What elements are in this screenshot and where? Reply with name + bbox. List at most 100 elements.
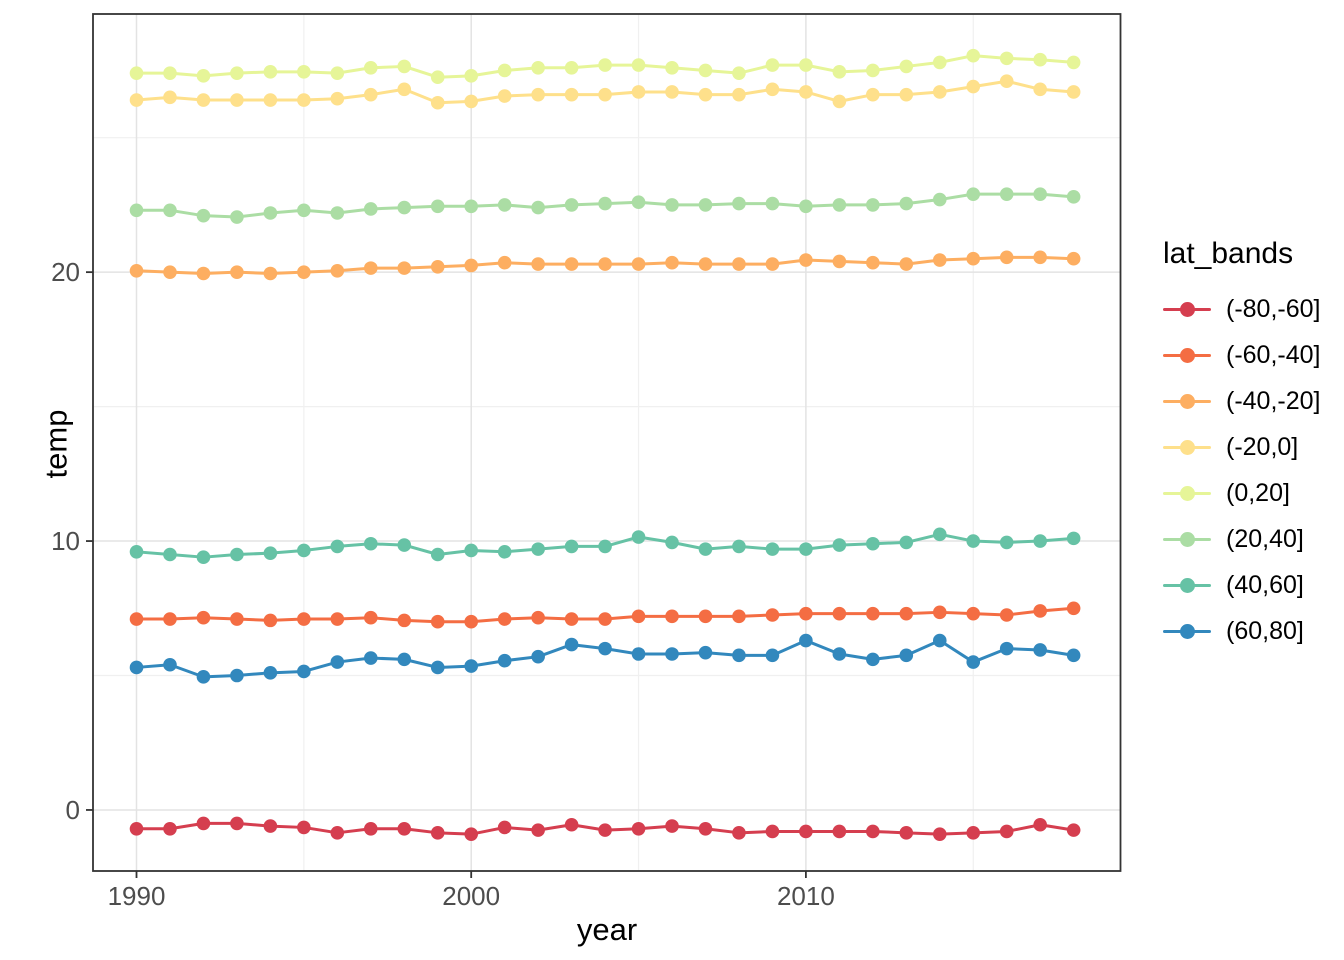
data-point xyxy=(230,265,244,279)
data-point xyxy=(698,609,713,624)
data-point xyxy=(564,87,579,102)
legend-key-icon xyxy=(1163,621,1211,641)
data-point xyxy=(1066,601,1081,616)
data-point xyxy=(397,613,412,628)
legend-item: (20,40] xyxy=(1163,516,1320,562)
data-point xyxy=(799,542,813,556)
data-point xyxy=(1066,190,1081,204)
data-point xyxy=(464,827,479,841)
legend-key-dot xyxy=(1179,439,1195,455)
legend-item-label: (-20,0] xyxy=(1226,432,1299,461)
data-point xyxy=(899,648,914,663)
data-point xyxy=(732,826,746,840)
data-point xyxy=(163,203,177,218)
data-point xyxy=(966,251,981,266)
data-point xyxy=(631,609,646,624)
data-point xyxy=(464,94,479,109)
data-point xyxy=(363,87,378,102)
legend-key-dot xyxy=(1179,577,1195,593)
data-point xyxy=(564,637,579,652)
data-point xyxy=(330,264,345,278)
data-point xyxy=(397,261,412,275)
data-point xyxy=(631,530,646,544)
data-point xyxy=(866,198,880,212)
legend-item: (-20,0] xyxy=(1163,424,1320,470)
data-point xyxy=(297,65,311,79)
data-point xyxy=(163,265,177,279)
data-point xyxy=(765,608,780,622)
data-point xyxy=(564,612,579,626)
data-point xyxy=(932,827,947,841)
data-point xyxy=(932,633,947,648)
data-point xyxy=(430,660,445,675)
legend-key-icon xyxy=(1163,575,1211,595)
data-point xyxy=(497,653,512,668)
legend-key-dot xyxy=(1179,393,1195,409)
data-point xyxy=(999,187,1014,201)
data-point xyxy=(297,820,311,835)
data-point xyxy=(129,264,144,278)
data-point xyxy=(732,609,746,624)
data-point xyxy=(397,200,412,215)
data-point xyxy=(932,55,947,70)
legend-items: (-80,-60] (-60,-40] (-40,-20] (-20,0] (0,20]… xyxy=(1163,286,1320,654)
data-point xyxy=(330,826,345,840)
data-point xyxy=(866,255,880,270)
data-point xyxy=(363,261,378,275)
data-point xyxy=(230,547,244,562)
legend-key-dot xyxy=(1179,531,1195,547)
data-point xyxy=(330,539,345,554)
data-point xyxy=(932,527,947,542)
data-point xyxy=(999,608,1014,622)
data-point xyxy=(966,606,981,621)
data-point xyxy=(932,253,947,267)
data-point xyxy=(1033,534,1047,548)
data-point xyxy=(1066,648,1081,663)
data-point xyxy=(531,649,545,664)
panel-background xyxy=(93,14,1121,871)
y-axis-title: temp xyxy=(38,409,74,479)
data-point xyxy=(698,198,713,212)
legend-item-label: (0,20] xyxy=(1226,478,1290,507)
data-point xyxy=(598,641,612,656)
data-point xyxy=(497,545,512,559)
legend-item: (-80,-60] xyxy=(1163,286,1320,332)
data-point xyxy=(297,203,311,218)
y-axis-title-box: temp xyxy=(30,374,82,514)
series-group xyxy=(129,527,1081,564)
series-group xyxy=(129,816,1081,841)
x-tick-label: 2000 xyxy=(442,881,500,911)
data-point xyxy=(263,546,278,560)
data-point xyxy=(1033,250,1047,265)
x-axis-title: year xyxy=(576,912,638,947)
data-point xyxy=(665,198,679,212)
data-point xyxy=(129,203,144,218)
data-point xyxy=(196,816,211,831)
data-point xyxy=(330,612,345,626)
data-point xyxy=(732,66,746,80)
data-point xyxy=(999,641,1014,656)
data-point xyxy=(163,90,177,105)
data-point xyxy=(263,65,278,79)
series-group xyxy=(129,74,1081,110)
data-point xyxy=(665,535,679,550)
data-point xyxy=(598,58,612,72)
data-point xyxy=(899,59,914,74)
legend-item-label: (60,80] xyxy=(1226,616,1304,645)
data-point xyxy=(966,655,981,669)
data-point xyxy=(230,210,244,224)
data-point xyxy=(263,266,278,281)
legend-key-dot xyxy=(1179,301,1195,317)
data-point xyxy=(899,606,914,621)
data-point xyxy=(430,259,445,274)
data-point xyxy=(363,651,378,665)
legend-title: lat_bands xyxy=(1163,237,1294,270)
data-point xyxy=(230,66,244,80)
legend-item-label: (-80,-60] xyxy=(1226,294,1321,323)
data-point xyxy=(497,198,512,212)
data-point xyxy=(665,255,679,270)
x-tick-label: 1990 xyxy=(108,881,166,911)
data-point xyxy=(129,612,144,626)
data-point xyxy=(263,613,278,628)
data-point xyxy=(765,196,780,211)
